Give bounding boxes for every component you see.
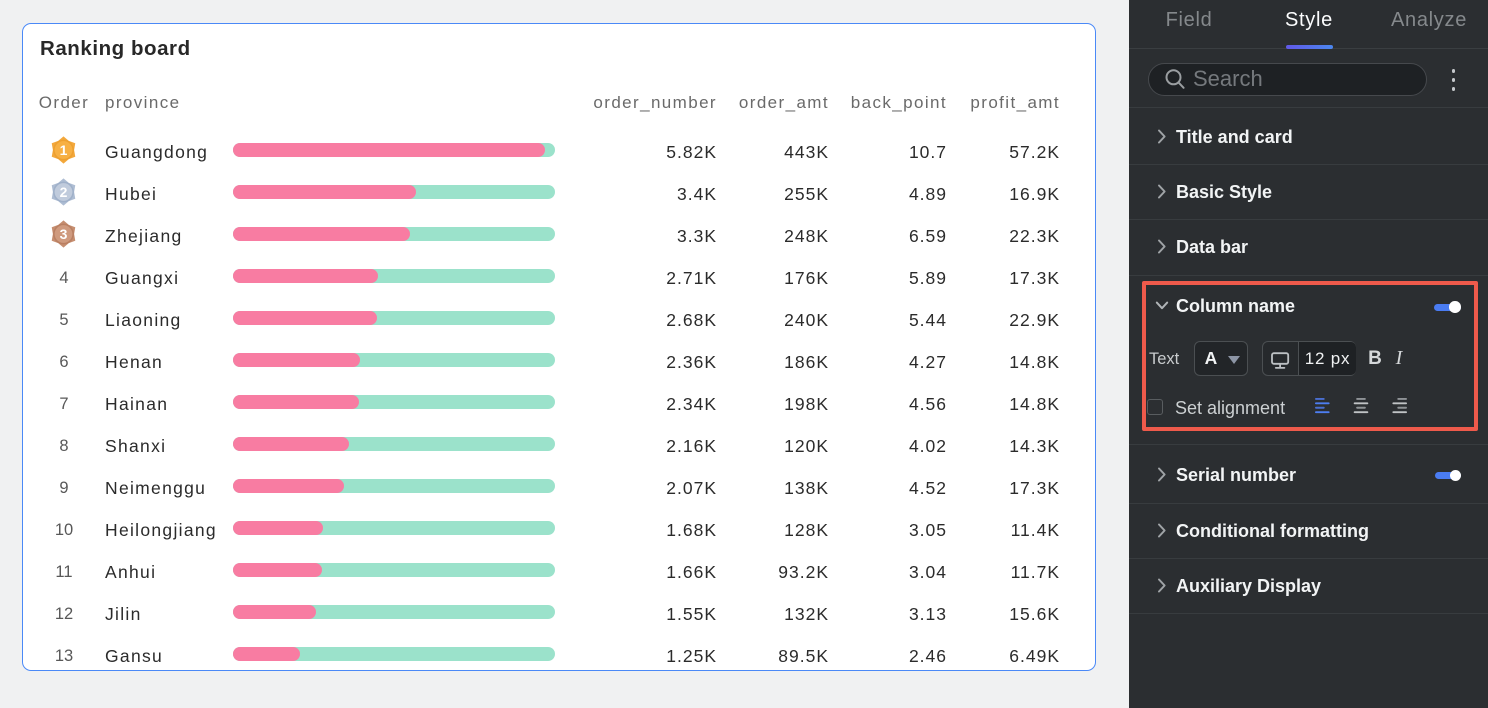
svg-text:1: 1 (60, 142, 68, 158)
svg-text:2: 2 (60, 184, 68, 200)
svg-text:3: 3 (60, 226, 68, 242)
